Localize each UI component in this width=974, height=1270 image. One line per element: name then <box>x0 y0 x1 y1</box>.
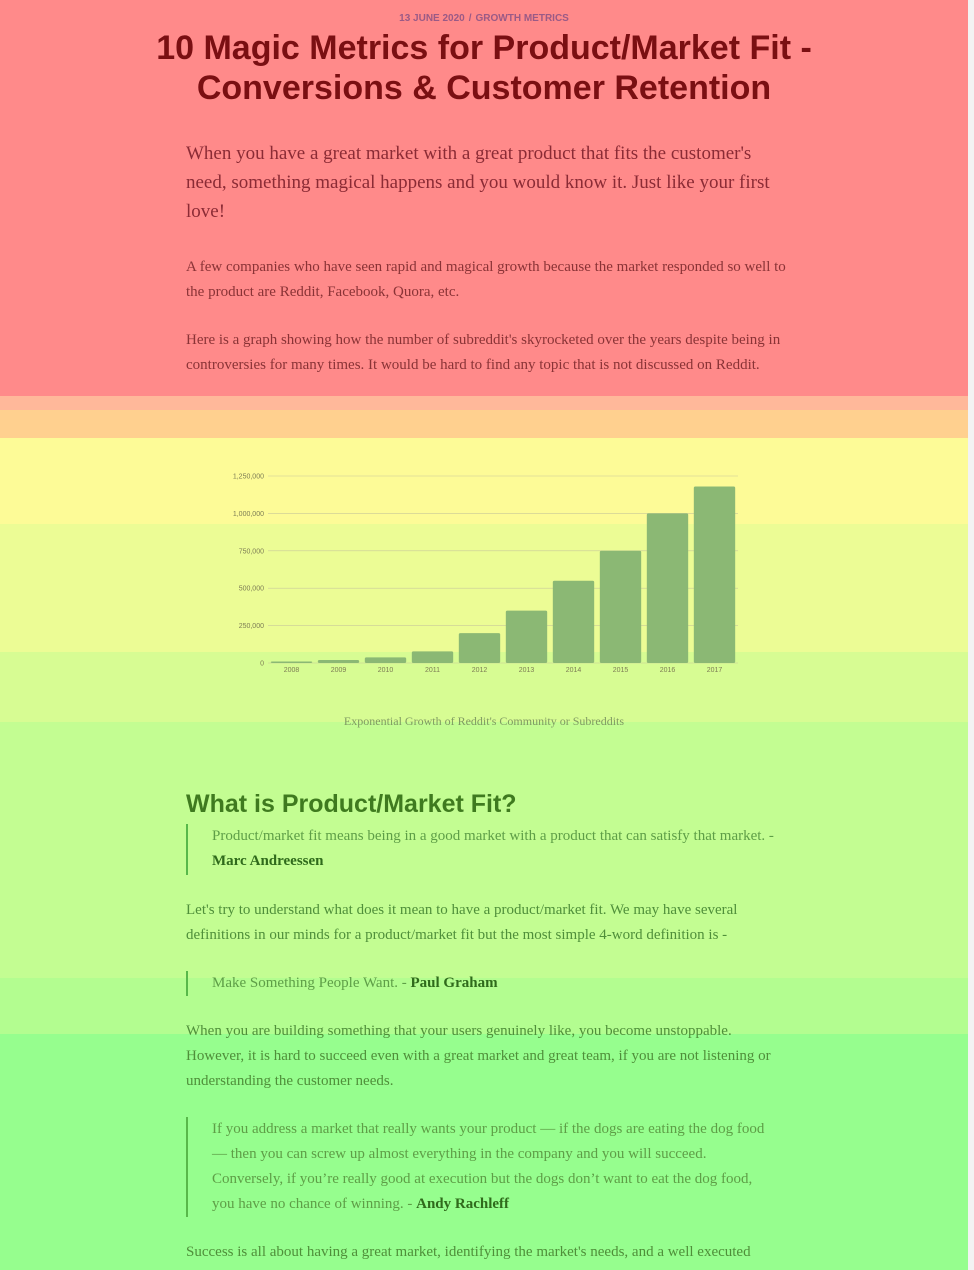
post-category-link[interactable]: GROWTH METRICS <box>475 13 569 24</box>
y-tick-label: 1,000,000 <box>233 511 264 518</box>
x-tick-label: 2008 <box>284 667 300 674</box>
x-tick-label: 2009 <box>331 667 347 674</box>
x-tick-label: 2010 <box>378 667 394 674</box>
heatmap-band <box>0 652 968 722</box>
x-tick-label: 2016 <box>660 667 676 674</box>
quote-text: Product/market fit means being in a good… <box>212 828 774 844</box>
heatmap-band <box>0 978 968 1034</box>
heatmap-band <box>0 1034 968 1270</box>
y-tick-label: 500,000 <box>239 586 264 593</box>
quote-author: Andy Rachleff <box>416 1196 510 1212</box>
scrollbar-track[interactable] <box>968 0 974 1270</box>
page-title: 10 Magic Metrics for Product/Market Fit … <box>156 29 812 107</box>
section-heading: What is Product/Market Fit? <box>186 790 517 818</box>
meta-separator: / <box>468 13 472 24</box>
bar <box>646 513 689 663</box>
bar <box>552 580 595 663</box>
bar <box>364 657 407 663</box>
bar <box>270 661 313 663</box>
y-tick-label: 1,250,000 <box>233 474 264 481</box>
quote-text: If you address a market that really want… <box>212 1121 765 1212</box>
heatmap-band <box>0 722 968 978</box>
x-tick-label: 2017 <box>707 667 723 674</box>
blockquote-graham: Make Something People Want. - Paul Graha… <box>186 971 776 996</box>
y-tick-label: 0 <box>260 661 264 668</box>
post-date: 13 JUNE 2020 <box>399 13 465 24</box>
y-tick-label: 250,000 <box>239 623 264 630</box>
success-paragraph: Success is all about having a great mark… <box>186 1244 751 1260</box>
x-tick-label: 2015 <box>613 667 629 674</box>
definition-paragraph: Let's try to understand what does it mea… <box>186 902 738 943</box>
quote-author: Marc Andreessen <box>212 853 324 869</box>
subreddit-growth-chart: 0 250,000 500,000 750,000 1,000,000 1,250,000… <box>233 474 738 674</box>
quote-text: Make Something People Want. - <box>212 975 411 991</box>
lead-paragraph: When you have a great market with a grea… <box>186 143 770 222</box>
intro-paragraph: A few companies who have seen rapid and … <box>186 259 786 300</box>
bar <box>317 660 360 663</box>
heatmap-band <box>0 0 968 396</box>
post-meta: 13 JUNE 2020/GROWTH METRICS <box>0 13 968 24</box>
x-tick-label: 2011 <box>425 667 440 674</box>
blockquote-rachleff: If you address a market that really want… <box>186 1117 766 1217</box>
users-paragraph: When you are building something that you… <box>186 1023 771 1089</box>
bar <box>411 651 454 663</box>
graph-intro-paragraph: Here is a graph showing how the number o… <box>186 332 781 373</box>
quote-author: Paul Graham <box>410 975 498 991</box>
heatmap-band <box>0 396 968 410</box>
blockquote-andreessen: Product/market fit means being in a good… <box>186 824 776 875</box>
bar <box>599 550 642 663</box>
bar <box>458 633 501 663</box>
x-tick-label: 2012 <box>472 667 488 674</box>
y-tick-label: 750,000 <box>239 548 264 555</box>
x-tick-label: 2014 <box>566 667 582 674</box>
bar <box>693 486 736 663</box>
heatmap-band <box>0 410 968 438</box>
x-tick-label: 2013 <box>519 667 535 674</box>
figure-caption: Exponential Growth of Reddit's Community… <box>343 714 625 728</box>
heatmap-band <box>0 438 968 524</box>
bar <box>505 610 548 663</box>
